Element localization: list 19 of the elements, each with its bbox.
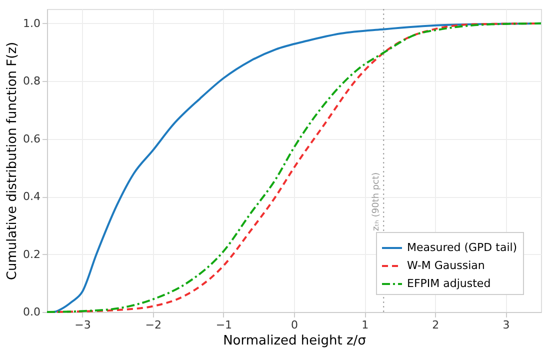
x-tick-label: −2 [145,318,162,332]
x-tick-label: −3 [74,318,91,332]
y-tick-label: 0.8 [23,74,40,88]
legend-label: Measured (GPD tail) [407,241,518,254]
x-tick-label: 3 [502,318,510,332]
y-tick-label: 0.4 [23,190,40,204]
x-axis-title: Normalized height z/σ [223,334,366,348]
y-tick-label: 1.0 [23,16,40,30]
x-tick-label: 2 [432,318,440,332]
x-tick-label: 0 [291,318,298,332]
y-tick-label: 0.2 [23,248,40,261]
y-tick-label: 0.0 [23,306,40,318]
y-axis-title: Cumulative distribution function F(z) [5,42,20,280]
y-tick-label: 0.6 [23,132,40,146]
x-tick-label: 1 [362,318,369,332]
legend-label: W-M Gaussian [407,259,485,272]
legend-label: EFPIM adjusted [407,277,491,290]
x-tick-label: −1 [216,318,232,332]
ref-line-label: zₜₕ (90th pct) [372,172,382,231]
